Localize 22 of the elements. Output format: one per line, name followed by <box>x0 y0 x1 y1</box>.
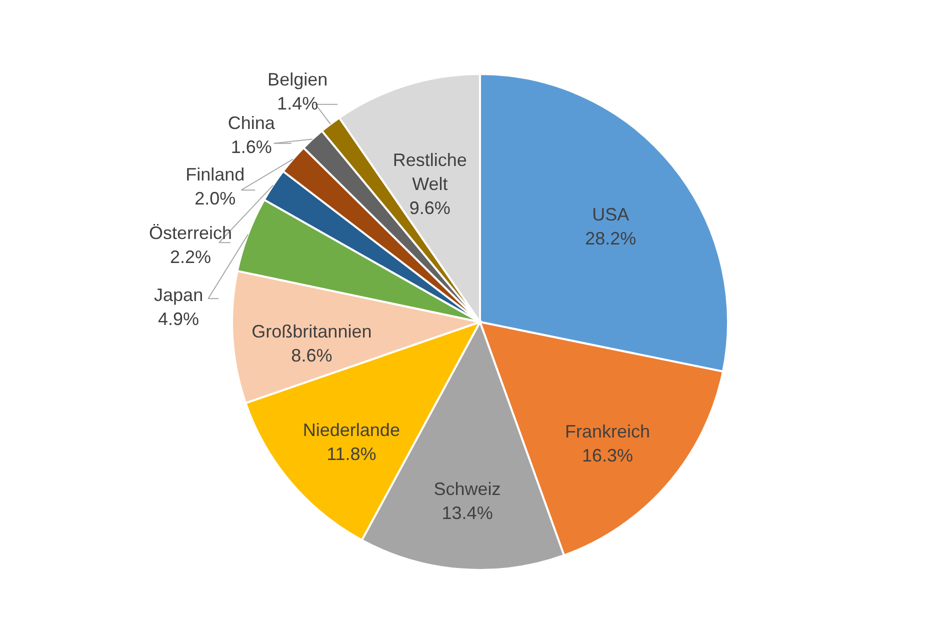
slice-label: USA <box>592 204 630 224</box>
data-label: 28.2% <box>585 228 636 248</box>
slice-label: Finland <box>186 164 245 185</box>
data-label: 2.0% <box>194 188 236 209</box>
data-label: 4.9% <box>158 309 200 330</box>
data-label: 16.3% <box>582 445 634 466</box>
data-label: 13.4% <box>442 503 493 524</box>
slice-label: Frankreich <box>565 421 650 442</box>
data-label: 1.6% <box>230 136 272 157</box>
slice-label: Belgien <box>268 70 328 90</box>
slice-label: Schweiz <box>434 479 501 500</box>
data-label: 9.6% <box>409 198 450 218</box>
slice-label: Restliche Welt <box>392 150 467 194</box>
slice-label: Niederlande <box>302 420 400 440</box>
slice-label: Österreich <box>149 222 232 243</box>
slice-label: Japan <box>154 285 204 306</box>
data-label: 1.4% <box>277 94 318 114</box>
slice-label: Großbritannien <box>252 322 372 342</box>
slice-label: China <box>228 112 276 133</box>
data-label: 11.8% <box>326 444 376 464</box>
data-label: 2.2% <box>170 246 212 267</box>
data-label: 8.6% <box>291 346 332 366</box>
